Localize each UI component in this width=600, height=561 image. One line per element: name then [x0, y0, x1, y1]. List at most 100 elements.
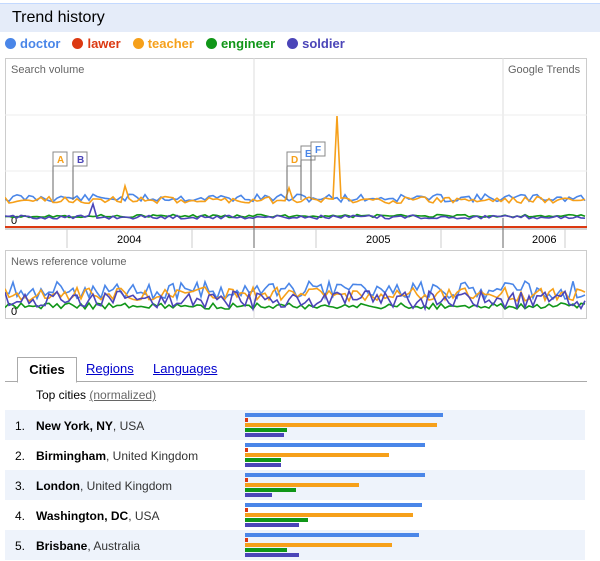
doctor-news-line	[4, 278, 586, 302]
city-row: 5. Brisbane, Australia	[5, 530, 585, 560]
country-label: , USA	[112, 419, 145, 433]
bar-engineer	[245, 428, 287, 432]
bar-teacher	[245, 543, 392, 547]
zero-label: 0	[11, 215, 17, 227]
event-marker-A[interactable]: A	[52, 151, 68, 200]
event-marker-F[interactable]: F	[310, 141, 326, 200]
bar-lawer	[245, 478, 248, 482]
bar-soldier	[245, 523, 299, 527]
city-bars	[245, 473, 545, 499]
city-rank: 3.	[15, 479, 26, 493]
city-row: 1. New York, NY, USA	[5, 410, 585, 440]
bar-lawer	[245, 448, 248, 452]
city-label: New York, NY	[36, 419, 113, 433]
top-cities-heading: Top cities (normalized)	[36, 388, 156, 402]
year-label-2006: 2006	[532, 234, 556, 246]
legend-dot-icon	[205, 38, 217, 49]
city-name: Brisbane, Australia	[36, 539, 140, 553]
trend-history-header: Trend history	[0, 3, 600, 32]
legend: doctor lawer teacher engineer soldier	[5, 36, 357, 54]
year-label-2004: 2004	[117, 234, 141, 246]
city-label: London	[36, 479, 80, 493]
marker-letter: B	[77, 155, 84, 166]
legend-item-teacher: teacher	[132, 36, 194, 51]
tab-languages[interactable]: Languages	[153, 361, 218, 376]
legend-dot-icon	[132, 38, 144, 49]
search-volume-label: Search volume	[11, 64, 84, 76]
city-bars	[245, 413, 545, 439]
country-label: , Australia	[87, 539, 141, 553]
bar-doctor	[245, 413, 443, 417]
event-marker-D[interactable]: D	[286, 151, 302, 200]
bar-doctor	[245, 473, 425, 477]
city-rank: 1.	[15, 419, 26, 433]
bar-soldier	[245, 433, 284, 437]
legend-label: soldier	[302, 36, 345, 51]
country-label: , United Kingdom	[106, 449, 199, 463]
city-row: 2. Birmingham, United Kingdom	[5, 440, 585, 470]
bar-lawer	[245, 418, 248, 422]
engineer-search-line	[4, 213, 586, 219]
legend-item-engineer: engineer	[205, 36, 276, 51]
city-name: London, United Kingdom	[36, 479, 172, 493]
legend-dot-icon	[72, 38, 84, 49]
normalized-link[interactable]: (normalized)	[89, 388, 157, 402]
marker-letter: D	[291, 155, 298, 166]
legend-label: teacher	[147, 36, 194, 51]
legend-item-lawer: lawer	[72, 36, 121, 51]
legend-label: lawer	[87, 36, 121, 51]
soldier-news-line	[4, 288, 586, 312]
bar-doctor	[245, 503, 422, 507]
news-volume-label: News reference volume	[11, 256, 127, 268]
trend-chart: Search volume Google Trends 2004 2005 20…	[4, 58, 587, 327]
city-bars	[245, 503, 545, 529]
marker-letter: A	[57, 155, 64, 166]
bar-teacher	[245, 513, 413, 517]
series-layer	[4, 115, 586, 312]
legend-dot-icon	[287, 38, 299, 49]
city-rank: 2.	[15, 449, 26, 463]
city-label: Brisbane	[36, 539, 88, 553]
country-label: , USA	[128, 509, 160, 523]
year-label-2005: 2005	[366, 234, 390, 246]
top-cities-label: Top cities	[36, 388, 87, 402]
marker-layer: A B DE F	[52, 141, 326, 200]
bar-lawer	[245, 538, 248, 542]
city-label: Washington, DC	[36, 509, 129, 523]
city-name: Washington, DC, USA	[36, 509, 160, 523]
city-bars	[245, 443, 545, 469]
tab-cities[interactable]: Cities	[17, 357, 77, 383]
marker-letter: F	[315, 145, 321, 156]
teacher-search-line	[4, 115, 586, 205]
legend-label: engineer	[220, 36, 276, 51]
bar-engineer	[245, 518, 308, 522]
bar-teacher	[245, 483, 359, 487]
city-name: New York, NY, USA	[36, 419, 144, 433]
city-row: 3. London, United Kingdom	[5, 470, 585, 500]
bar-soldier	[245, 553, 299, 557]
bar-engineer	[245, 458, 281, 462]
doctor-search-line	[4, 192, 586, 204]
bar-doctor	[245, 443, 425, 447]
teacher-news-line	[4, 285, 586, 303]
bar-soldier	[245, 463, 281, 467]
legend-item-doctor: doctor	[5, 36, 60, 51]
google-trends-watermark: Google Trends	[508, 64, 581, 76]
marker-box	[72, 151, 88, 167]
city-label: Birmingham	[36, 449, 107, 463]
bar-teacher	[245, 423, 437, 427]
bar-lawer	[245, 508, 248, 512]
page-title: Trend history	[12, 9, 105, 26]
soldier-search-line	[4, 201, 586, 220]
bar-engineer	[245, 488, 296, 492]
legend-label: doctor	[20, 36, 61, 51]
bar-engineer	[245, 548, 287, 552]
marker-box	[52, 151, 68, 167]
legend-dot-icon	[5, 38, 16, 49]
city-bars	[245, 533, 545, 559]
tab-regions[interactable]: Regions	[86, 361, 134, 376]
legend-item-soldier: soldier	[287, 36, 345, 51]
city-name: Birmingham, United Kingdom	[36, 449, 198, 463]
news-zero-label: 0	[11, 306, 17, 318]
event-marker-B[interactable]: B	[72, 151, 88, 200]
